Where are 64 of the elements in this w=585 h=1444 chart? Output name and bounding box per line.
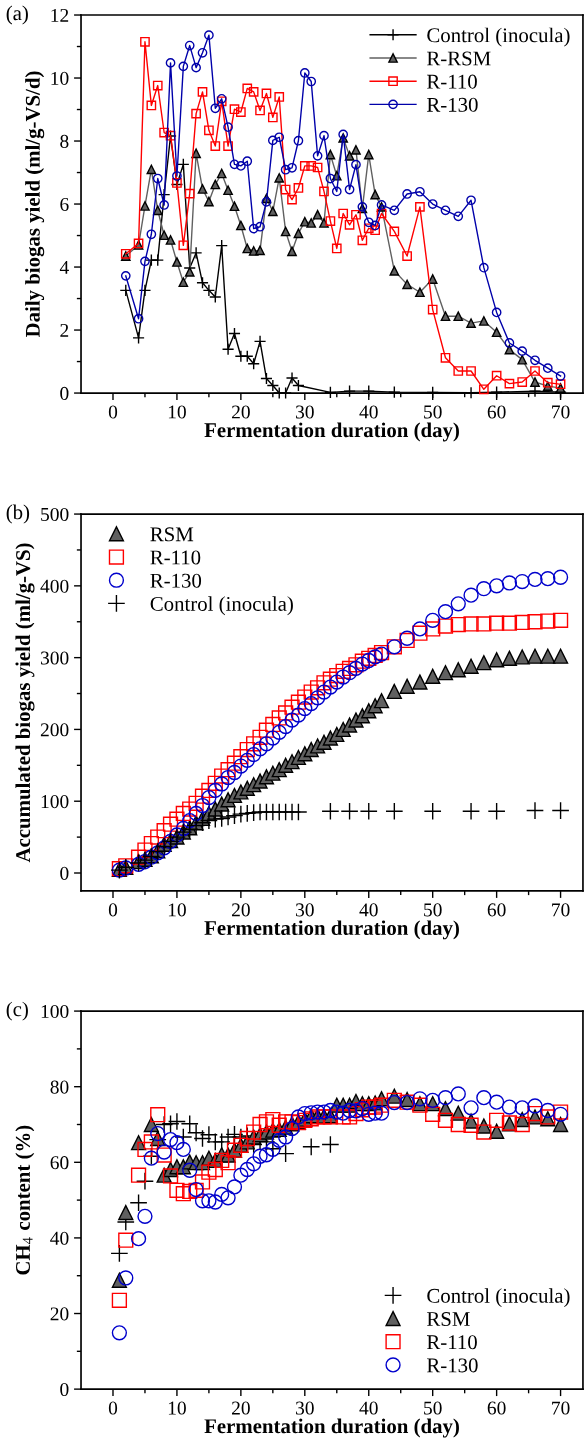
legend-label: R-130: [150, 573, 202, 588]
x-tick-label: 50: [424, 405, 442, 419]
y-tick-label: 0: [60, 1382, 69, 1397]
y-tick-label: 60: [50, 1156, 69, 1170]
x-tick-label: 20: [232, 1401, 250, 1415]
x-tick-label: 60: [487, 1401, 506, 1415]
x-tick-label: 0: [108, 903, 118, 917]
x-tick-label: 10: [168, 405, 186, 419]
x-tick-label: 70: [552, 1401, 570, 1415]
x-axis-title: Fermentation duration (day): [204, 1418, 459, 1438]
x-tick-label: 0: [108, 1401, 118, 1415]
y-tick-label: 8: [60, 134, 69, 148]
y-tick-label: 0: [60, 866, 69, 880]
legend-label: R-110: [150, 550, 201, 565]
x-tick-label: 10: [168, 1401, 186, 1415]
x-tick-label: 20: [232, 405, 250, 419]
x-tick-label: 40: [359, 405, 378, 419]
chart-title: (c): [6, 1001, 28, 1021]
x-tick-label: 70: [552, 903, 570, 917]
y-axis-title: Accumulated biogas yield (ml/g-VS): [15, 543, 35, 863]
x-tick-label: 40: [359, 1401, 378, 1415]
legend-label: R-130: [426, 1358, 478, 1373]
x-tick-label: 50: [424, 903, 442, 917]
x-axis-title: Fermentation duration (day): [204, 920, 459, 940]
x-tick-label: 30: [296, 903, 314, 917]
x-axis-title: Fermentation duration (day): [204, 422, 459, 442]
legend-label: RSM: [426, 1312, 470, 1327]
y-tick-label: 6: [60, 197, 69, 211]
y-tick-label: 2: [60, 323, 69, 337]
y-tick-label: 200: [40, 723, 69, 737]
x-tick-label: 30: [296, 405, 314, 419]
y-tick-label: 400: [40, 579, 69, 593]
legend-label: R-130: [426, 97, 478, 112]
y-tick-label: 4: [59, 260, 69, 274]
x-tick-label: 20: [232, 903, 250, 917]
y-tick-label: 10: [51, 71, 69, 85]
y-tick-label: 12: [51, 8, 69, 22]
x-tick-label: 50: [424, 1401, 442, 1415]
y-tick-label: 100: [41, 795, 69, 809]
y-tick-label: 80: [50, 1080, 69, 1094]
y-tick-label: 20: [50, 1307, 69, 1321]
x-tick-label: 30: [296, 1401, 314, 1415]
legend-label: Control (inocula): [150, 596, 293, 616]
legend-label: R-110: [426, 74, 477, 89]
y-tick-label: 300: [40, 651, 69, 665]
y-axis-title: Daily biogas yield (ml/g-VS/d): [25, 71, 45, 338]
x-tick-label: 70: [552, 405, 570, 419]
x-tick-label: 60: [487, 405, 506, 419]
y-tick-label: 40: [50, 1231, 69, 1245]
y-tick-label: 100: [41, 1004, 69, 1019]
legend-label: RSM: [150, 527, 194, 542]
legend-label: R-110: [426, 1335, 477, 1350]
chart-title: (b): [6, 504, 30, 524]
chart-title: (a): [6, 5, 28, 25]
legend-label: Control (inocula): [427, 27, 570, 47]
x-tick-label: 10: [168, 903, 186, 917]
legend-label: Control (inocula): [427, 1288, 570, 1308]
legend-label: R-RSM: [426, 51, 491, 66]
y-tick-label: 500: [41, 507, 69, 521]
x-tick-label: 60: [487, 903, 506, 917]
y-axis-title: CH$_{4}$ content (%): [15, 1125, 35, 1275]
x-tick-label: 40: [359, 903, 378, 917]
x-tick-label: 0: [108, 405, 118, 419]
y-tick-label: 0: [60, 386, 69, 400]
